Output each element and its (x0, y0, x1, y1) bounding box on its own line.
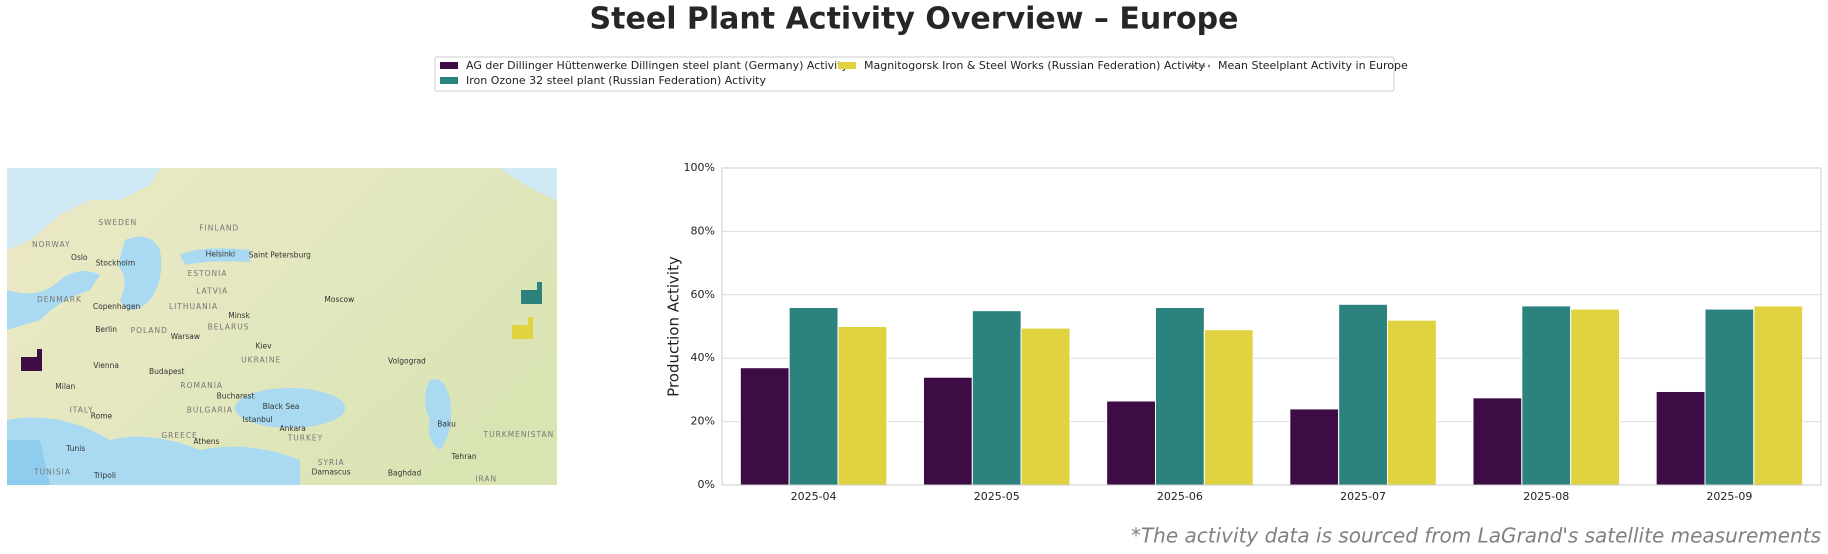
map-label: Copenhagen (93, 302, 141, 311)
map-label: Minsk (228, 311, 250, 320)
map-label: Warsaw (171, 332, 200, 341)
bar (1570, 308, 1621, 486)
map-label: Milan (55, 382, 75, 391)
bar (1472, 397, 1523, 486)
map-label: TURKEY (287, 434, 324, 443)
map-label: Ankara (279, 424, 305, 433)
map-label: TURKMENISTAN (483, 430, 555, 439)
bar (922, 376, 973, 486)
bar (1338, 303, 1389, 486)
footnote: *The activity data is sourced from LaGra… (1131, 524, 1821, 548)
map-label: IRAN (475, 474, 497, 483)
bar (1020, 327, 1071, 486)
map-label: Moscow (324, 295, 354, 304)
bar (837, 326, 888, 486)
map-label: BELARUS (208, 323, 250, 332)
bar (1106, 400, 1156, 486)
x-tick-label: 2025-06 (1157, 490, 1203, 503)
map-label: Bucharest (217, 392, 255, 401)
bar (1753, 305, 1804, 486)
map-label: Saint Petersburg (249, 250, 311, 259)
map-label: Kiev (255, 341, 272, 350)
map-label: LITHUANIA (169, 302, 218, 311)
map-label: LATVIA (196, 287, 228, 296)
map-label: GREECE (161, 431, 197, 440)
map-label: Black Sea (263, 402, 300, 411)
map-label: SYRIA (318, 458, 345, 467)
y-tick-label: 40% (691, 351, 715, 364)
map-label: Vienna (93, 361, 119, 370)
legend-label: Iron Ozone 32 steel plant (Russian Feder… (466, 74, 766, 87)
y-tick-label: 0% (698, 478, 715, 491)
y-tick-label: 100% (684, 161, 715, 174)
bar (1521, 305, 1572, 486)
legend-swatch (440, 77, 458, 84)
map-label: SWEDEN (98, 218, 137, 227)
map-label: TUNISIA (33, 467, 71, 476)
plant-icon (21, 349, 42, 371)
map-label: Damascus (312, 467, 351, 476)
map-label: Budapest (149, 367, 185, 376)
map-label: ITALY (70, 406, 94, 415)
map-label: Berlin (95, 325, 117, 334)
x-tick-label: 2025-07 (1340, 490, 1386, 503)
y-tick-label: 60% (691, 288, 715, 301)
bar (788, 306, 839, 486)
map-label: Baku (437, 420, 456, 429)
map-label: Athens (193, 437, 219, 446)
x-tick-label: 2025-04 (791, 490, 837, 503)
map-label: FINLAND (199, 224, 239, 233)
legend-frame (434, 56, 1395, 92)
map-label: Tunis (65, 444, 85, 453)
legend-swatch (440, 62, 458, 69)
plot-frame (721, 167, 1822, 486)
chart-title: Steel Plant Activity Overview – Europe (590, 2, 1239, 37)
map-label: POLAND (131, 326, 168, 335)
plant-icon (512, 317, 533, 339)
map-label: BULGARIA (187, 406, 233, 415)
legend-label: AG der Dillinger Hüttenwerke Dillingen s… (466, 59, 849, 72)
bar (1387, 319, 1437, 486)
map-label: Baghdad (388, 468, 422, 477)
map-label: Tehran (451, 452, 477, 461)
bar (1289, 408, 1340, 486)
legend-label: Mean Steelplant Activity in Europe (1218, 59, 1408, 72)
map-label: UKRAINE (241, 355, 281, 364)
map-label: Helsinki (206, 249, 236, 258)
x-tick-label: 2025-05 (974, 490, 1020, 503)
legend-swatch (838, 62, 856, 69)
bar (1655, 390, 1706, 486)
map-label: Volgograd (388, 357, 426, 366)
y-axis-label: Production Activity (665, 256, 683, 397)
x-tick-label: 2025-09 (1706, 490, 1752, 503)
map-label: DENMARK (37, 295, 82, 304)
map-label: Tripoli (93, 471, 116, 480)
bar (1203, 329, 1254, 486)
map-label: Oslo (71, 253, 88, 262)
x-tick-label: 2025-08 (1523, 490, 1569, 503)
legend-label: Magnitogorsk Iron & Steel Works (Russian… (864, 59, 1206, 72)
map-label: NORWAY (32, 240, 71, 249)
y-tick-label: 20% (691, 415, 715, 428)
plant-icon (521, 282, 542, 304)
bar (739, 367, 790, 486)
map-label: Rome (91, 411, 113, 420)
bar (1704, 308, 1755, 486)
map-label: Stockholm (96, 259, 136, 268)
map-label: ROMANIA (180, 381, 223, 390)
map-label: ESTONIA (188, 269, 228, 278)
bar (971, 310, 1022, 486)
map-label: Istanbul (243, 415, 273, 424)
bar (1154, 306, 1205, 486)
y-tick-label: 80% (691, 224, 715, 237)
